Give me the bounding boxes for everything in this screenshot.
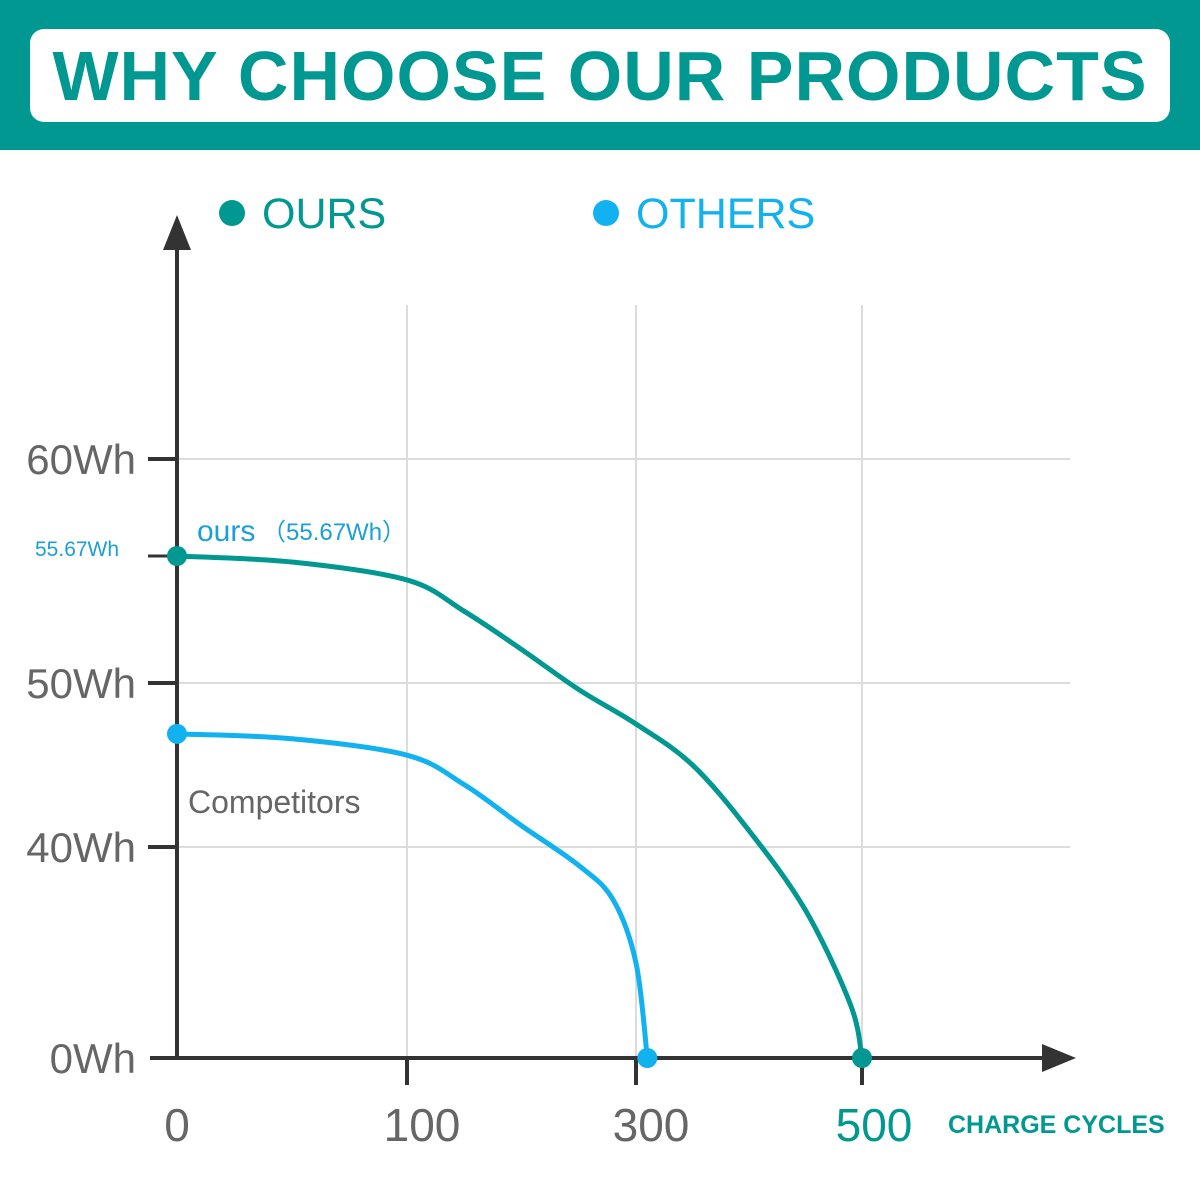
y-axis-arrow-icon <box>163 215 191 250</box>
x-axis-arrow-icon <box>1042 1044 1076 1072</box>
y-tick-label-50Wh: 50Wh <box>26 660 136 707</box>
series-point-ours-start <box>167 545 187 566</box>
title-box: WHY CHOOSE OUR PRODUCTS <box>30 29 1170 122</box>
series-point-others-end <box>637 1048 658 1068</box>
x-tick-label-0: 0 <box>164 1099 190 1151</box>
competitors-annotation: Competitors <box>188 784 361 820</box>
series-line-ours <box>174 553 865 1061</box>
axes <box>150 215 1076 1072</box>
legend-others-marker <box>593 200 619 226</box>
x-tick-label-500: 500 <box>836 1099 913 1151</box>
x-tick-label-300: 300 <box>613 1099 690 1151</box>
y-tick-label-0Wh: 0Wh <box>50 1035 136 1082</box>
legend-ours-label: OURS <box>262 190 386 238</box>
legend-ours-marker <box>219 200 245 226</box>
x-tick-label-100: 100 <box>384 1099 461 1151</box>
y-tick-label-60Wh: 60Wh <box>26 436 136 483</box>
legend: OURS OTHERS <box>219 190 815 238</box>
x-axis-title: CHARGE CYCLES <box>948 1111 1165 1139</box>
series-points <box>167 545 872 1068</box>
page-title: WHY CHOOSE OUR PRODUCTS <box>52 36 1148 115</box>
y-tick-label-40Wh: 40Wh <box>26 824 136 871</box>
ticks: 0Wh 40Wh 50Wh 60Wh 0 100 300 500 <box>26 436 912 1151</box>
ours-annotation-value: （55.67Wh） <box>262 519 406 546</box>
legend-others-label: OTHERS <box>636 190 815 238</box>
header-banner: WHY CHOOSE OUR PRODUCTS <box>0 0 1200 150</box>
series-line-others <box>174 731 650 1061</box>
grid-lines <box>177 305 1070 1058</box>
ours-annotation-name: ours <box>197 515 255 548</box>
annotations: ours （55.67Wh） 55.67Wh Competitors <box>35 515 406 820</box>
series <box>174 553 865 1061</box>
ours-axis-value-label: 55.67Wh <box>35 538 119 561</box>
series-point-others-start <box>167 723 187 744</box>
series-point-ours-end <box>852 1048 872 1068</box>
